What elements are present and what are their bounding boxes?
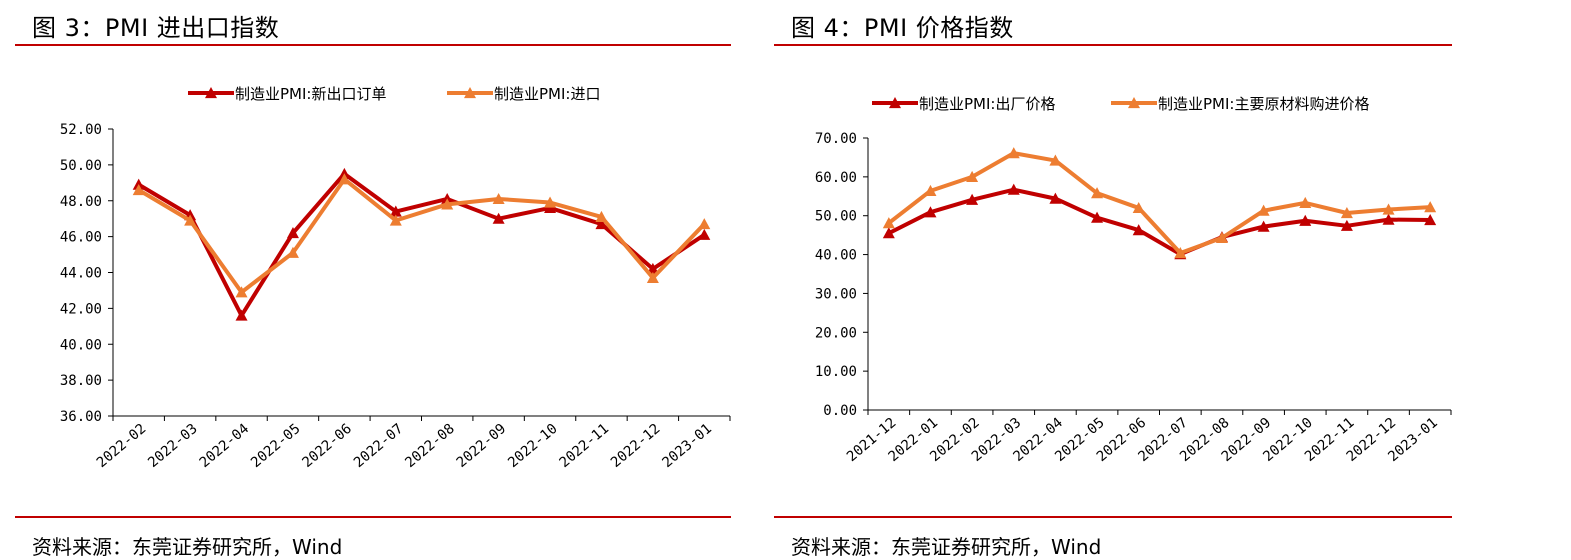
y-tick-label: 42.00 [60, 301, 102, 317]
data-point [1215, 231, 1228, 243]
data-point [544, 196, 557, 208]
x-tick-label: 2022-02 [94, 421, 149, 471]
data-point [924, 206, 937, 218]
data-point [286, 227, 299, 239]
legend-marker [205, 87, 217, 99]
data-point [966, 193, 979, 205]
data-point [492, 192, 505, 205]
data-point [1340, 206, 1353, 219]
y-tick-label: 20.00 [815, 325, 857, 341]
data-point [389, 214, 402, 226]
x-tick-label: 2022-03 [145, 421, 200, 471]
data-point [286, 246, 299, 258]
source-rule [15, 516, 731, 518]
data-point [1257, 220, 1270, 232]
y-tick-label: 46.00 [60, 230, 102, 246]
data-point [924, 184, 937, 196]
data-point [235, 286, 248, 298]
data-point [492, 212, 505, 224]
legend-marker [1128, 97, 1140, 109]
data-point [966, 170, 979, 182]
x-tick-label: 2022-09 [454, 421, 509, 471]
data-point [184, 214, 197, 226]
data-point [882, 227, 895, 239]
data-point [1049, 154, 1062, 166]
x-tick-label: 2022-04 [197, 421, 252, 471]
data-point [1007, 183, 1020, 195]
data-point [1132, 224, 1145, 236]
series-line-1 [887, 187, 1431, 257]
data-point [1299, 214, 1312, 226]
y-tick-label: 40.00 [60, 337, 102, 353]
data-point [132, 183, 145, 196]
data-point [235, 309, 248, 321]
x-tick-label: 2022-10 [505, 421, 560, 471]
data-point [1257, 204, 1270, 216]
figure-3-panel: 图 3：PMI 进出口指数 36.00 38.00 40.00 42.00 44.00 4… [0, 0, 760, 559]
y-tick-label: 50.00 [815, 209, 857, 225]
y-tick-label: 52.00 [60, 122, 102, 138]
legend-label: 制造业PMI:进口 [494, 85, 600, 103]
data-point [1424, 201, 1437, 213]
legend-label: 制造业PMI:出厂价格 [919, 95, 1055, 113]
title-rule [15, 44, 731, 46]
data-point [1382, 213, 1395, 225]
title-rule [774, 44, 1452, 46]
legend-marker [464, 87, 476, 99]
y-tick-label: 44.00 [60, 266, 102, 282]
legend-label: 制造业PMI:主要原材料购进价格 [1158, 95, 1369, 113]
y-tick-label: 0.00 [823, 403, 857, 419]
x-tick-label: 2022-08 [402, 421, 457, 471]
y-tick-label: 50.00 [60, 158, 102, 174]
legend-label: 制造业PMI:新出口订单 [235, 85, 386, 103]
y-tick-label: 10.00 [815, 364, 857, 380]
y-tick-label: 48.00 [60, 194, 102, 210]
y-tick-label: 60.00 [815, 170, 857, 186]
export-import-chart: 36.00 38.00 40.00 42.00 44.00 46.00 48.00 50.00… [60, 85, 731, 471]
price-index-chart: 0.0010.0020.0030.0040.0050.0060.0070.002… [815, 95, 1452, 465]
y-tick-label: 38.00 [60, 373, 102, 389]
series-line-2 [137, 177, 706, 295]
source-note: 资料来源：东莞证券研究所，Wind [32, 535, 343, 559]
y-tick-label: 70.00 [815, 131, 857, 147]
figure-title: 图 3：PMI 进出口指数 [32, 14, 280, 42]
y-tick-label: 40.00 [815, 248, 857, 264]
source-rule [774, 516, 1452, 518]
data-point [1007, 147, 1020, 159]
figure-4-panel: 图 4：PMI 价格指数 0.00 10.00 20.00 30.00 40.00 50.… [760, 0, 1571, 559]
data-point [1174, 247, 1187, 259]
series-line-2 [887, 151, 1431, 256]
data-point [595, 218, 608, 230]
x-tick-label: 2023-01 [659, 421, 714, 471]
y-tick-label: 30.00 [815, 286, 857, 302]
data-point [338, 173, 351, 185]
data-point [1299, 196, 1312, 208]
source-note: 资料来源：东莞证券研究所，Wind [791, 535, 1102, 559]
x-tick-label: 2022-11 [557, 421, 612, 471]
data-point [1132, 201, 1145, 214]
data-point [698, 218, 711, 230]
data-point [882, 217, 895, 229]
data-point [698, 228, 711, 240]
data-point [1091, 211, 1104, 223]
data-point [1340, 219, 1353, 231]
x-tick-label: 2022-06 [299, 421, 354, 471]
data-point [595, 210, 608, 222]
figure-title: 图 4：PMI 价格指数 [791, 14, 1014, 42]
data-point [646, 271, 659, 283]
legend-marker [889, 97, 901, 109]
data-point [1382, 203, 1395, 215]
data-point [1091, 187, 1104, 199]
x-tick-label: 2022-05 [248, 421, 303, 471]
data-point [1424, 213, 1437, 226]
x-tick-label: 2022-12 [608, 421, 663, 471]
series-line-1 [137, 171, 706, 318]
data-point [441, 198, 454, 210]
data-point [389, 205, 402, 217]
y-tick-label: 36.00 [60, 409, 102, 425]
x-tick-label: 2022-07 [351, 421, 406, 471]
data-point [1049, 192, 1062, 204]
